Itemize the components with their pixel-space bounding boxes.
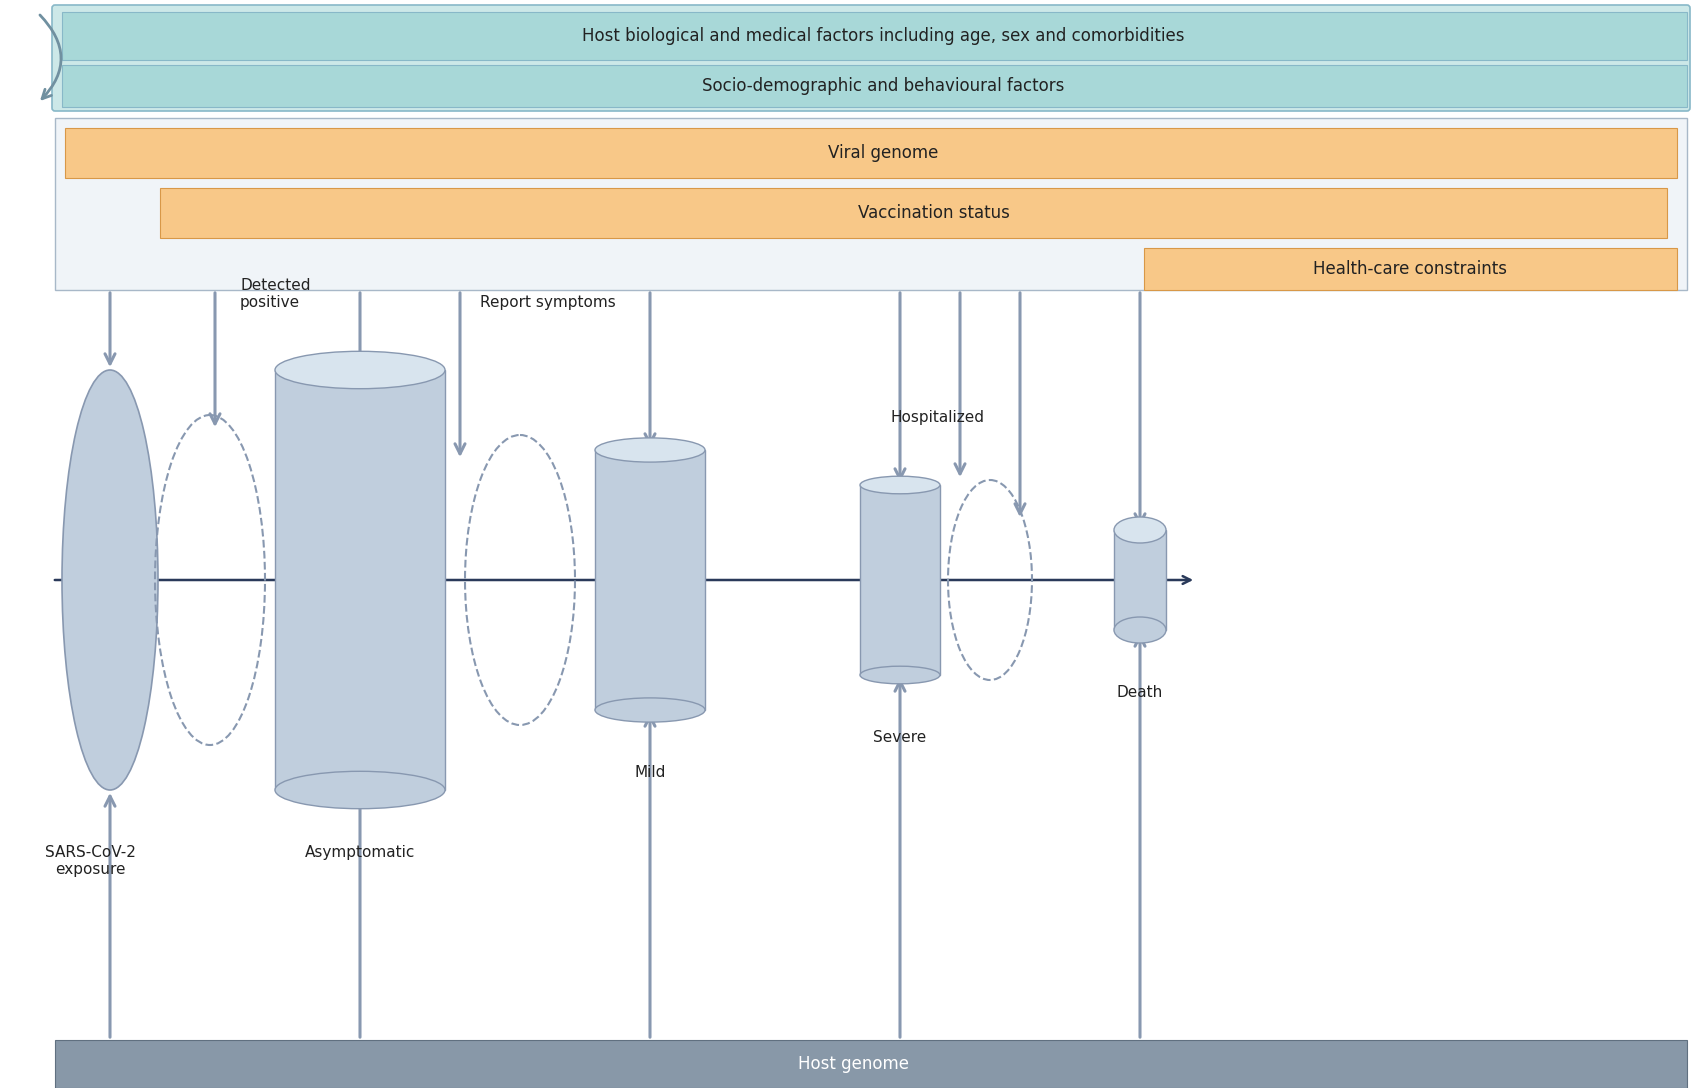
Text: Viral genome: Viral genome xyxy=(828,144,939,162)
Bar xyxy=(160,188,1668,238)
Ellipse shape xyxy=(596,697,705,722)
Ellipse shape xyxy=(860,477,941,494)
Bar xyxy=(1144,248,1676,290)
Bar xyxy=(860,485,941,675)
Text: SARS-CoV-2
exposure: SARS-CoV-2 exposure xyxy=(44,845,135,877)
Bar xyxy=(1115,530,1166,630)
Ellipse shape xyxy=(860,666,941,683)
Ellipse shape xyxy=(275,351,446,388)
Bar xyxy=(61,12,1687,60)
Ellipse shape xyxy=(1115,517,1166,543)
Text: Mild: Mild xyxy=(635,765,666,780)
Bar xyxy=(55,118,1687,290)
Ellipse shape xyxy=(596,437,705,462)
Text: Hospitalized: Hospitalized xyxy=(889,410,983,425)
Bar xyxy=(275,370,446,790)
Bar xyxy=(61,65,1687,107)
Bar xyxy=(55,1040,1687,1088)
Text: Death: Death xyxy=(1116,685,1162,700)
Ellipse shape xyxy=(275,771,446,808)
Text: Vaccination status: Vaccination status xyxy=(857,205,1009,222)
Bar xyxy=(65,128,1676,178)
Text: Detected
positive: Detected positive xyxy=(241,277,311,310)
Bar xyxy=(596,450,705,710)
Text: Host genome: Host genome xyxy=(797,1055,910,1073)
Text: Report symptoms: Report symptoms xyxy=(480,295,616,310)
Text: Asymptomatic: Asymptomatic xyxy=(306,845,415,860)
Text: Host biological and medical factors including age, sex and comorbidities: Host biological and medical factors incl… xyxy=(582,27,1185,45)
Ellipse shape xyxy=(61,370,159,790)
FancyBboxPatch shape xyxy=(51,5,1690,111)
Text: Severe: Severe xyxy=(874,730,927,745)
Text: Health-care constraints: Health-care constraints xyxy=(1313,260,1507,279)
Text: Socio-demographic and behavioural factors: Socio-demographic and behavioural factor… xyxy=(702,77,1065,95)
Ellipse shape xyxy=(1115,617,1166,643)
